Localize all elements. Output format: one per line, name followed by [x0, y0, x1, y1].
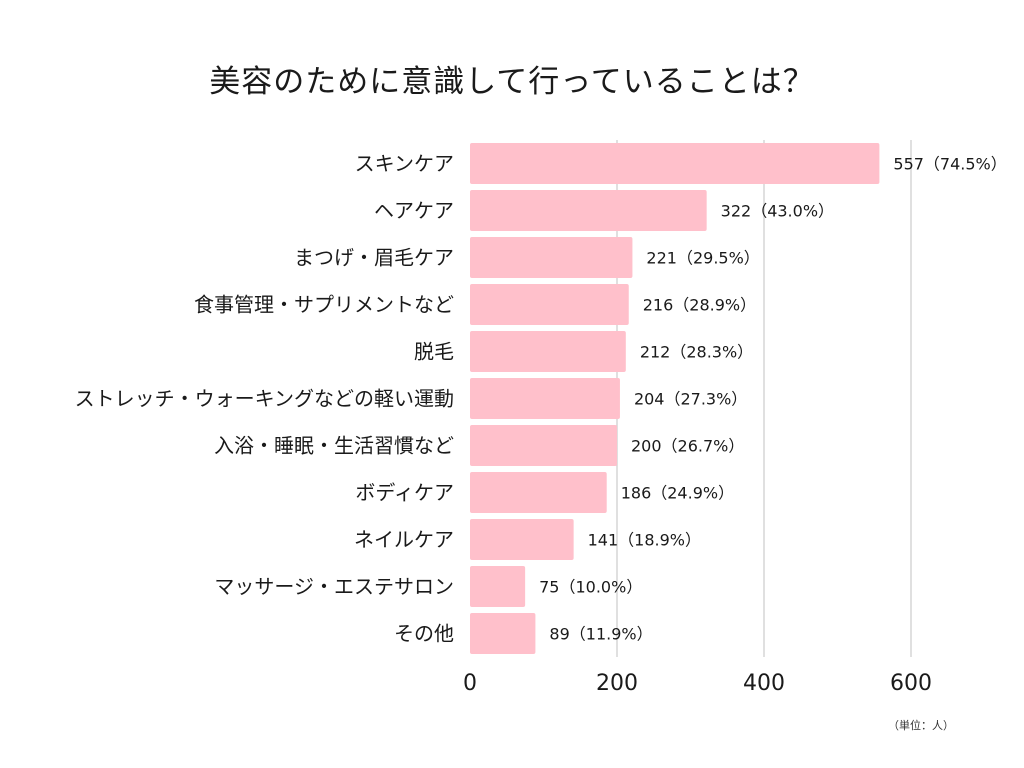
bar-6: [470, 425, 617, 466]
x-tick-label-0: 0: [463, 671, 477, 696]
category-label-3: 食事管理・サプリメントなど: [194, 293, 454, 317]
value-label-10: 89（11.9%）: [549, 625, 652, 644]
value-label-4: 212（28.3%）: [640, 343, 753, 362]
category-label-10: その他: [394, 622, 454, 646]
x-tick-label-600: 600: [890, 671, 932, 696]
bar-3: [470, 284, 629, 325]
value-label-8: 141（18.9%）: [588, 531, 701, 550]
category-label-1: ヘアケア: [374, 199, 454, 223]
chart-title: 美容のために意識して行っていることは？: [209, 64, 815, 100]
x-tick-label-200: 200: [596, 671, 638, 696]
value-label-5: 204（27.3%）: [634, 390, 747, 409]
bar-10: [470, 613, 536, 654]
value-labels: 557（74.5%） 322（43.0%） 221（29.5%） 216（28.9%）…: [539, 155, 1007, 644]
category-label-5: ストレッチ・ウォーキングなどの軽い運動: [75, 387, 454, 411]
bars: [470, 143, 880, 654]
category-label-6: 入浴・睡眠・生活習慣など: [214, 434, 454, 458]
value-label-7: 186（24.9%）: [621, 484, 734, 503]
x-tick-labels: 0 200 400 600: [463, 671, 932, 696]
category-labels: スキンケアヘアケアまつげ・眉毛ケア食事管理・サプリメントなど脱毛ストレッチ・ウォ…: [75, 152, 454, 646]
unit-note: （単位：人）: [888, 719, 954, 732]
bar-4: [470, 331, 626, 372]
bar-1: [470, 190, 707, 231]
value-label-0: 557（74.5%）: [893, 155, 1006, 174]
value-label-3: 216（28.9%）: [643, 296, 756, 315]
category-label-7: ボディケア: [355, 481, 454, 505]
x-tick-label-400: 400: [743, 671, 785, 696]
value-label-2: 221（29.5%）: [646, 249, 759, 268]
value-label-1: 322（43.0%）: [721, 202, 834, 221]
value-label-6: 200（26.7%）: [631, 437, 744, 456]
bar-9: [470, 566, 526, 607]
bar-2: [470, 237, 633, 278]
bar-8: [470, 519, 574, 560]
category-label-9: マッサージ・エステサロン: [214, 575, 454, 599]
category-label-4: 脱毛: [414, 340, 454, 364]
category-label-2: まつげ・眉毛ケア: [294, 246, 454, 270]
bar-5: [470, 378, 620, 419]
bar-7: [470, 472, 607, 513]
bar-0: [470, 143, 880, 184]
category-label-8: ネイルケア: [354, 528, 454, 552]
category-label-0: スキンケア: [355, 152, 454, 176]
value-label-9: 75（10.0%）: [539, 578, 642, 597]
